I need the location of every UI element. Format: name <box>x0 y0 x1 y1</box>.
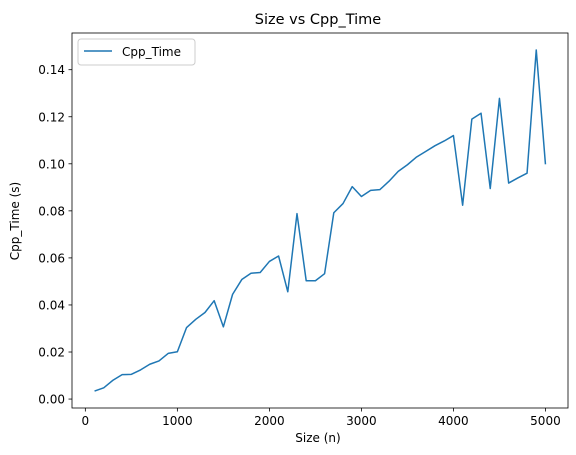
x-axis-ticks: 0 1000 2000 3000 4000 5000 <box>82 408 561 428</box>
x-tick-label: 2000 <box>254 414 285 428</box>
x-tick-label: 1000 <box>162 414 193 428</box>
y-tick-label: 0.06 <box>38 251 65 265</box>
y-tick-label: 0.12 <box>38 110 65 124</box>
chart-title: Size vs Cpp_Time <box>255 12 381 28</box>
y-axis-label: Cpp_Time (s) <box>8 182 22 260</box>
legend-label-cpp-time: Cpp_Time <box>122 45 181 59</box>
y-axis-ticks: 0.00 0.02 0.04 0.06 0.08 0.10 0.12 0.14 <box>38 63 72 407</box>
series-layer <box>94 49 547 392</box>
legend-box <box>77 38 196 66</box>
x-tick-label: 3000 <box>346 414 377 428</box>
y-tick-label: 0.04 <box>38 298 65 312</box>
x-tick-label: 0 <box>82 414 90 428</box>
plot-area: 0 1000 2000 3000 4000 5000 0.000.020.040.060.… <box>38 32 569 428</box>
y-tick-label: 0.14 <box>38 63 65 77</box>
y-tick-label: 0.00 <box>38 393 65 407</box>
x-axis-label: Size (n) <box>295 431 340 445</box>
y-tick-label: 0.10 <box>38 157 65 171</box>
y-tick-label: 0.08 <box>38 204 65 218</box>
y-tick-label: 0.02 <box>38 346 65 360</box>
legend: Cpp_Time <box>77 38 196 66</box>
axes-frame <box>71 32 569 409</box>
series-line-cpp-time <box>94 49 547 392</box>
x-tick-label: 5000 <box>530 414 561 428</box>
x-tick-label: 4000 <box>438 414 469 428</box>
